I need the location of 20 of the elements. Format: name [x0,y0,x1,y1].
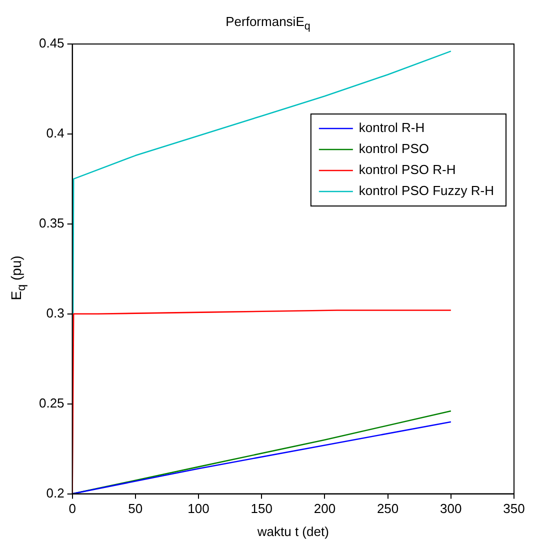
legend-label: kontrol PSO R-H [358,162,456,178]
x-tick-label: 50 [128,501,143,516]
legend-label: kontrol PSO [358,141,430,156]
legend-label: kontrol R-H [358,120,425,136]
y-tick-label: 0.4 [46,126,64,141]
x-axis-title: waktu t (det) [256,524,329,539]
x-tick-label: 250 [376,501,399,516]
x-tick-label: 150 [250,501,272,516]
x-tick-label: 300 [440,501,462,516]
y-tick-label: 0.45 [38,36,64,51]
y-tick-label: 0.2 [46,485,64,500]
x-tick-label: 350 [503,501,525,516]
chart-title: PerformansiE$_{q}$ [224,14,312,33]
x-tick-label: 200 [314,501,336,516]
y-tick-label: 0.25 [38,395,64,410]
x-tick-label: 100 [188,501,210,516]
y-tick-label: 0.3 [46,305,64,320]
x-tick-label: 0 [68,501,76,516]
y-tick-label: 0.35 [38,216,64,230]
legend-label: kontrol PSO Fuzzy R-H [358,183,494,198]
